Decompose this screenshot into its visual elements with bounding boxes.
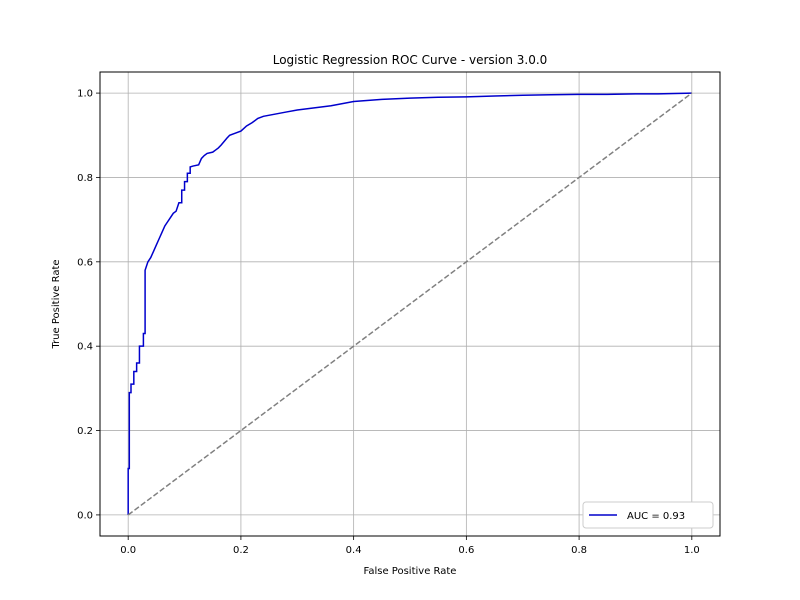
chart-title: Logistic Regression ROC Curve - version … <box>273 53 548 67</box>
y-tick-label: 0.4 <box>77 342 93 353</box>
legend-entry-auc: AUC = 0.93 <box>627 511 685 522</box>
x-tick-label: 0.4 <box>346 545 362 556</box>
y-tick-label: 0.6 <box>77 257 93 268</box>
y-tick-label: 1.0 <box>77 89 93 100</box>
x-tick-label: 1.0 <box>684 545 700 556</box>
plot-frame <box>99 71 721 537</box>
x-tick-label: 0.6 <box>458 545 474 556</box>
roc-curve-line <box>127 92 692 515</box>
legend-box <box>582 501 714 529</box>
x-tick-label: 0.8 <box>571 545 587 556</box>
series-layer <box>127 92 693 516</box>
y-tick-label: 0.8 <box>77 173 93 184</box>
y-axis-label: True Positive Rate <box>51 259 62 349</box>
x-axis-label: False Positive Rate <box>364 566 457 577</box>
grid <box>100 72 720 536</box>
chance-diagonal-line <box>127 92 693 516</box>
y-tick-label: 0.2 <box>77 426 93 437</box>
x-tick-label: 0.2 <box>233 545 249 556</box>
x-tick-label: 0.0 <box>120 545 136 556</box>
y-tick-label: 0.0 <box>77 510 93 521</box>
ticks: 0.0 0.2 0.4 0.6 0.8 1.0 0.0 0.2 0.4 0.6 0.8 1.0 <box>77 89 700 556</box>
legend: AUC = 0.93 <box>582 501 714 529</box>
